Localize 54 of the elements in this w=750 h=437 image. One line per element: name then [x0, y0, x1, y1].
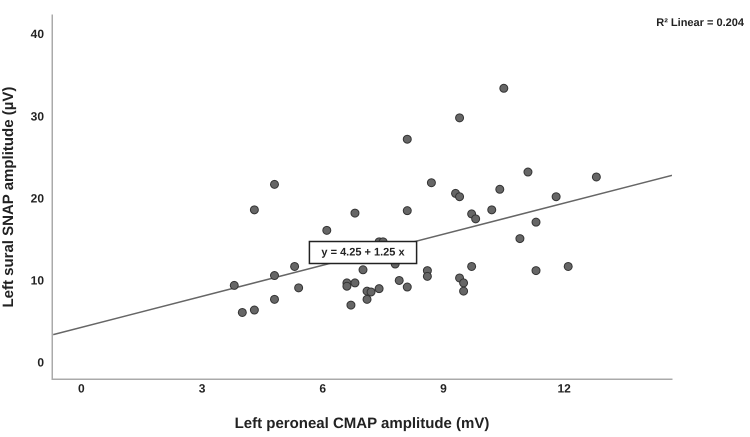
point	[471, 214, 480, 224]
point	[346, 300, 356, 310]
point	[294, 283, 304, 292]
point	[250, 205, 259, 214]
point	[394, 276, 404, 285]
point	[350, 208, 360, 218]
point	[592, 172, 601, 182]
point	[523, 168, 532, 177]
point	[402, 282, 412, 292]
point	[350, 278, 360, 288]
point	[532, 266, 541, 276]
point	[270, 271, 279, 280]
point	[495, 184, 504, 194]
point	[366, 287, 376, 296]
point	[290, 262, 300, 271]
point	[459, 286, 468, 296]
y-axis-title: Left sural SNAP amplitude (µV)	[0, 86, 18, 308]
point	[467, 262, 476, 271]
point	[362, 294, 372, 304]
point	[358, 265, 368, 274]
annotation: y = 4.25 + 1.25 x	[321, 246, 406, 259]
y-tick-label: 10	[30, 274, 44, 288]
point	[322, 226, 332, 235]
y-tick-label: 20	[30, 191, 44, 206]
point	[564, 262, 573, 271]
point	[250, 306, 259, 315]
x-tick-label: 3	[198, 382, 206, 396]
point	[402, 206, 412, 216]
point	[422, 272, 432, 281]
point	[532, 218, 541, 227]
point	[238, 308, 247, 317]
point	[270, 180, 279, 189]
y-tick-label: 0	[37, 356, 44, 370]
x-tick-label: 6	[319, 382, 326, 396]
y-tick-label: 40	[30, 27, 44, 42]
x-tick-label: 0	[78, 382, 86, 396]
point	[455, 192, 464, 202]
point	[374, 284, 384, 294]
point	[552, 192, 561, 202]
point	[342, 282, 352, 291]
point	[455, 113, 464, 122]
annotation: R² Linear = 0.204	[656, 17, 745, 30]
point	[459, 278, 468, 288]
point	[402, 134, 412, 144]
point	[515, 234, 524, 244]
point	[230, 280, 239, 290]
point	[270, 294, 279, 304]
point	[499, 84, 508, 93]
y-tick-label: 30	[30, 109, 44, 124]
point	[426, 178, 436, 188]
x-tick-label: 9	[440, 382, 448, 396]
x-tick-label: 12	[557, 382, 572, 396]
point	[487, 205, 496, 214]
x-axis-title: Left peroneal CMAP amplitude (mV)	[234, 415, 490, 432]
